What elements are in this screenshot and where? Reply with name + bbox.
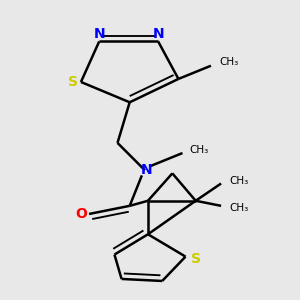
Text: CH₃: CH₃ bbox=[190, 145, 209, 155]
Text: CH₃: CH₃ bbox=[229, 176, 248, 187]
Text: O: O bbox=[75, 207, 87, 221]
Text: N: N bbox=[141, 163, 153, 177]
Text: S: S bbox=[191, 252, 201, 266]
Text: CH₃: CH₃ bbox=[229, 203, 248, 213]
Text: S: S bbox=[68, 75, 78, 89]
Text: N: N bbox=[93, 27, 105, 41]
Text: N: N bbox=[152, 27, 164, 41]
Text: CH₃: CH₃ bbox=[219, 57, 238, 67]
